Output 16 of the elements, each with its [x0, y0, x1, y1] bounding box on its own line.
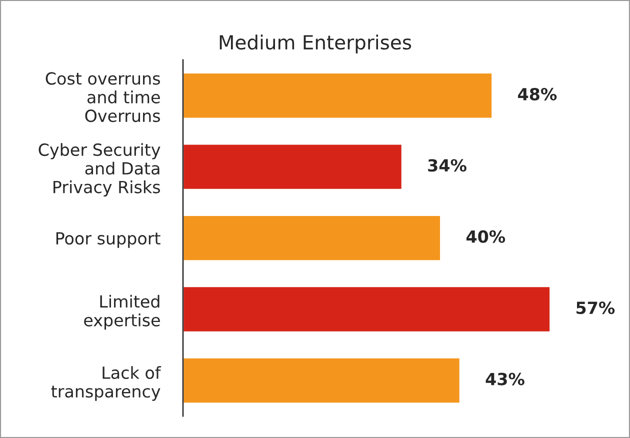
bar: [183, 72, 493, 120]
y-tick-label: Lack of transparency: [51, 366, 162, 401]
bar: [183, 286, 551, 333]
data-label: 48%: [518, 88, 557, 100]
data-label: 43%: [486, 372, 524, 386]
data-label: 34%: [428, 159, 466, 172]
bar: [183, 143, 403, 190]
data-label: 40%: [466, 230, 506, 243]
chart-title: Medium Enterprises: [220, 34, 412, 54]
y-tick-label: Cost overruns and time Overruns: [46, 72, 160, 122]
y-tick-label: Limited expertise: [84, 294, 160, 330]
data-label: 57%: [576, 302, 615, 314]
y-tick-label: Cyber Security and Data Privacy Risks: [38, 143, 160, 197]
y-tick-label: Poor support: [56, 232, 160, 248]
bar: [183, 357, 461, 404]
bar: [183, 214, 442, 262]
